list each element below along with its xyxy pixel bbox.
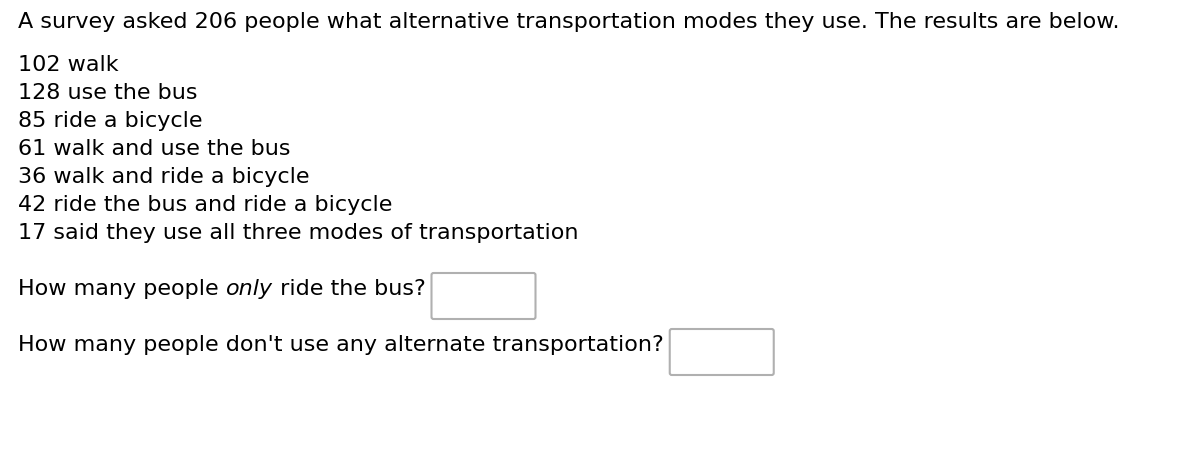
FancyBboxPatch shape bbox=[432, 273, 535, 319]
Text: 61 walk and use the bus: 61 walk and use the bus bbox=[18, 139, 290, 159]
Text: only: only bbox=[226, 279, 272, 299]
FancyBboxPatch shape bbox=[670, 329, 774, 375]
Text: ride the bus?: ride the bus? bbox=[272, 279, 426, 299]
Text: How many people don't use any alternate transportation?: How many people don't use any alternate … bbox=[18, 335, 664, 355]
Text: 42 ride the bus and ride a bicycle: 42 ride the bus and ride a bicycle bbox=[18, 195, 392, 215]
Text: 85 ride a bicycle: 85 ride a bicycle bbox=[18, 111, 203, 131]
Text: 102 walk: 102 walk bbox=[18, 55, 119, 75]
Text: 36 walk and ride a bicycle: 36 walk and ride a bicycle bbox=[18, 167, 310, 187]
Text: 128 use the bus: 128 use the bus bbox=[18, 83, 198, 103]
Text: 17 said they use all three modes of transportation: 17 said they use all three modes of tran… bbox=[18, 223, 578, 243]
Text: A survey asked 206 people what alternative transportation modes they use. The re: A survey asked 206 people what alternati… bbox=[18, 12, 1120, 32]
Text: How many people: How many people bbox=[18, 279, 226, 299]
